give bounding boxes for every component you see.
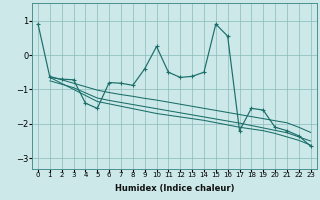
X-axis label: Humidex (Indice chaleur): Humidex (Indice chaleur)	[115, 184, 234, 193]
